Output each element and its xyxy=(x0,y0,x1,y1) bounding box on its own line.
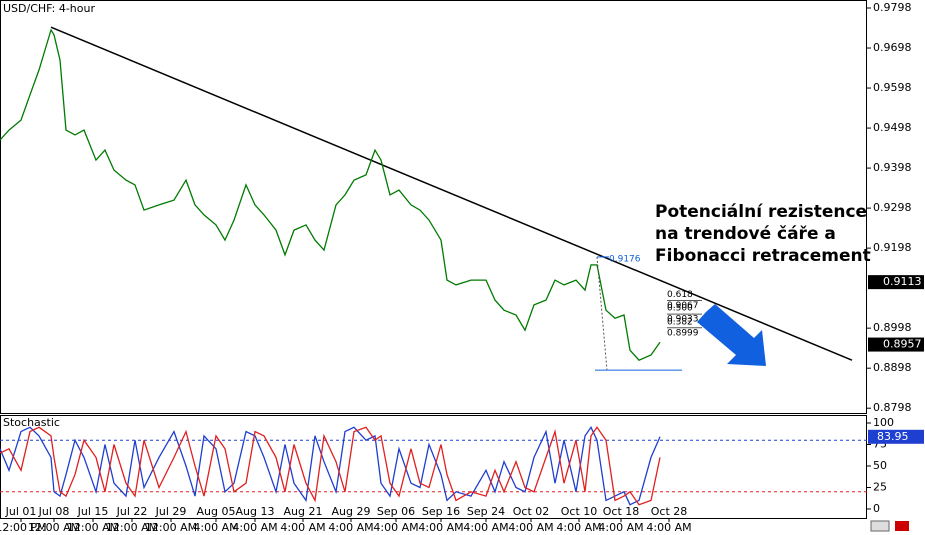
y-tick-label: 0.9298 xyxy=(873,201,912,214)
x-tick-time: 4:00 AM xyxy=(508,521,553,534)
x-tick-time: 4:00 AM xyxy=(463,521,508,534)
x-tick-label: Aug 29 xyxy=(332,505,371,518)
trendline xyxy=(50,26,853,361)
y-tick-label: 0.8998 xyxy=(873,321,912,334)
x-tick-time: 4:00 AM xyxy=(556,521,601,534)
y-tick-label: 0.9398 xyxy=(873,161,912,174)
annotation: na trendové čáře a xyxy=(655,224,836,244)
x-tick-label: Jul 01 xyxy=(5,505,37,518)
x-tick-time: 4:00 AM xyxy=(328,521,373,534)
x-tick-label: Jul 15 xyxy=(77,505,109,518)
x-tick-time: 4:00 AM xyxy=(232,521,277,534)
x-tick-time: 12:00 AM xyxy=(106,521,158,534)
y-tick-label: 0.9698 xyxy=(873,41,912,54)
y-tick-label: 0 xyxy=(873,502,880,515)
fib-price: 0.8999 xyxy=(667,328,699,338)
icon xyxy=(895,521,909,531)
series-line xyxy=(0,28,661,361)
stochastic-title: Stochastic xyxy=(3,416,60,429)
fib-ratio: 0.382 xyxy=(667,317,693,327)
fib-ratio: 0.618 xyxy=(667,290,693,300)
x-tick-time: 4:00 AM xyxy=(280,521,325,534)
series-line xyxy=(0,426,661,506)
y-tick-label: 25 xyxy=(873,480,887,493)
x-tick-time: 4:00 AM xyxy=(646,521,691,534)
price-marker xyxy=(868,275,924,290)
y-tick-label: 0.9598 xyxy=(873,81,912,94)
fib-diagonal xyxy=(596,256,608,371)
x-tick-label: Jul 29 xyxy=(155,505,187,518)
x-tick-label: Sep 24 xyxy=(467,505,505,518)
x-tick-label: Oct 02 xyxy=(513,505,550,518)
x-tick-label: Sep 16 xyxy=(422,505,460,518)
x-tick-time: 4:00 AM xyxy=(598,521,643,534)
price-pane xyxy=(0,0,867,414)
x-tick-label: Oct 18 xyxy=(603,505,640,518)
stoch-marker xyxy=(868,429,924,444)
x-tick-time: 12:00 PM xyxy=(0,521,47,534)
fib-ratio: 0.500 xyxy=(667,304,693,314)
icon xyxy=(870,520,890,532)
x-tick-label: Aug 21 xyxy=(284,505,323,518)
x-tick-label: Aug 13 xyxy=(236,505,275,518)
x-tick-time: 12:00 AM xyxy=(28,521,80,534)
stoch-title-bg xyxy=(1,416,51,429)
x-tick-label: Jul 22 xyxy=(116,505,148,518)
y-tick-label: 50 xyxy=(873,459,887,472)
x-tick-time: 12:00 AM xyxy=(67,521,119,534)
series-line xyxy=(0,426,661,506)
chart-title: USD/CHF: 4-hour xyxy=(3,2,95,15)
x-tick-time: 4:00 AM xyxy=(418,521,463,534)
y-tick-label: 0.9198 xyxy=(873,241,912,254)
x-tick-label: Sep 06 xyxy=(377,505,415,518)
y-tick-label: 0.9798 xyxy=(873,1,912,14)
annotation: Fibonacci retracement xyxy=(655,246,871,266)
x-tick-label: Oct 28 xyxy=(651,505,688,518)
price-marker-label: 0.8957 xyxy=(883,338,922,351)
y-tick-label: 0.8898 xyxy=(873,361,912,374)
x-tick-label: Aug 05 xyxy=(197,505,236,518)
x-tick-label: Jul 08 xyxy=(38,505,70,518)
title-bg xyxy=(1,1,87,15)
price-marker-label: 0.9113 xyxy=(883,275,922,288)
y-tick-label: 0.8798 xyxy=(873,401,912,414)
x-tick-label: Oct 10 xyxy=(561,505,598,518)
y-tick-label: 0.9498 xyxy=(873,121,912,134)
annotation: Potenciální rezistence xyxy=(655,202,867,222)
stochastic-pane xyxy=(0,415,867,519)
fib-high-label: 0.9176 xyxy=(609,254,641,264)
x-tick-time: 12:00 AM xyxy=(145,521,197,534)
fib-price: 0.9033 xyxy=(667,315,699,325)
x-tick-time: 4:00 AM xyxy=(193,521,238,534)
fib-price: 0.9067 xyxy=(667,301,699,311)
y-tick-label: 100 xyxy=(873,416,894,429)
price-marker xyxy=(868,337,924,352)
arrow xyxy=(697,304,766,366)
stoch-marker-label: 83.95 xyxy=(877,430,909,443)
x-tick-time: 4:00 AM xyxy=(373,521,418,534)
